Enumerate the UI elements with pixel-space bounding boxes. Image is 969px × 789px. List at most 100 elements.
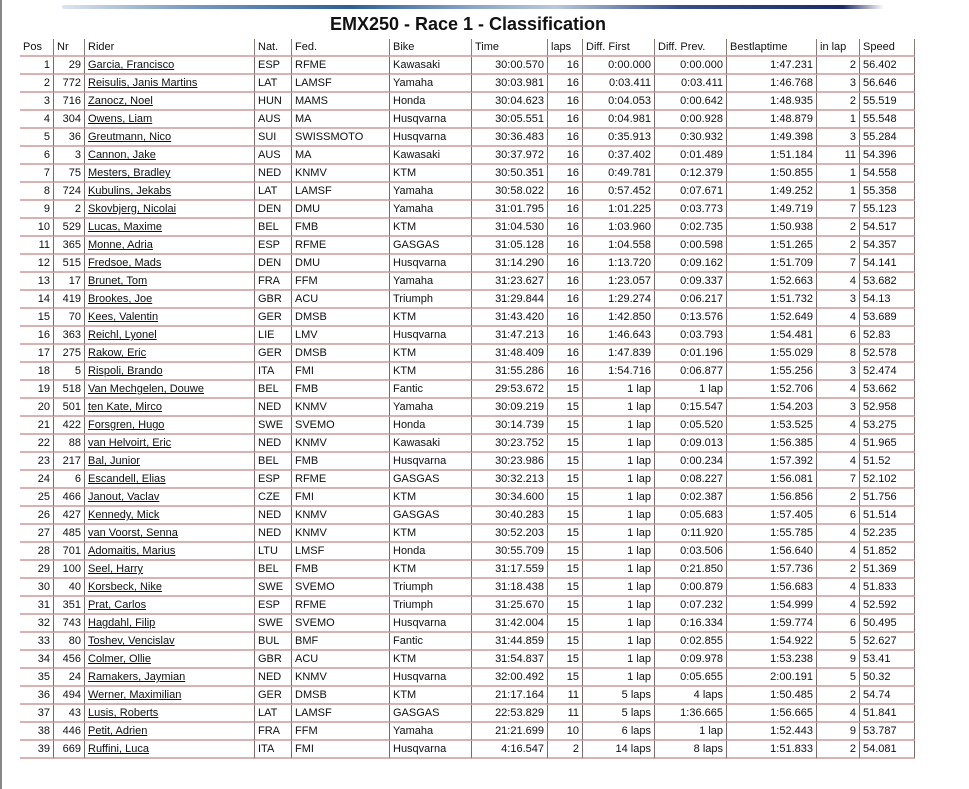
cell-diff-first: 0:04.981	[583, 111, 655, 129]
rider-link[interactable]: Reisulis, Janis Martins	[88, 77, 198, 89]
cell-bestlaptime: 1:52.706	[727, 381, 817, 399]
table-row: 9 2 Skovbjerg, Nicolai DEN DMU Yamaha 31:01.79…	[20, 201, 915, 219]
column-header-bike: Bike	[390, 39, 472, 57]
cell-time: 21:17.164	[472, 687, 548, 705]
cell-diff-prev: 0:05.683	[655, 507, 727, 525]
cell-nr: 5	[54, 363, 85, 381]
rider-link[interactable]: Bal, Junior	[88, 455, 140, 467]
rider-link[interactable]: Kees, Valentin	[88, 311, 159, 323]
rider-link[interactable]: Seel, Harry	[88, 563, 144, 575]
cell-speed: 51.369	[860, 561, 915, 579]
cell-bike: Triumph	[390, 597, 472, 615]
cell-speed: 53.787	[860, 723, 915, 741]
cell-time: 31:54.837	[472, 651, 548, 669]
table-row: 17 275 Rakow, Eric GER DMSB KTM 31:48.409 16 1:4…	[20, 345, 915, 363]
cell-pos: 1	[20, 57, 54, 75]
rider-link[interactable]: Petit, Adrien	[88, 725, 148, 737]
cell-speed: 54.558	[860, 165, 915, 183]
cell-pos: 30	[20, 579, 54, 597]
rider-link[interactable]: Monne, Adria	[88, 239, 153, 251]
cell-rider: ten Kate, Mirco	[85, 399, 255, 417]
rider-link[interactable]: Hagdahl, Filip	[88, 617, 156, 629]
rider-link[interactable]: Lucas, Maxime	[88, 221, 162, 233]
cell-nr: 669	[54, 741, 85, 759]
rider-link[interactable]: Rakow, Eric	[88, 347, 147, 359]
rider-link[interactable]: Kubulins, Jekabs	[88, 185, 172, 197]
rider-link[interactable]: van Voorst, Senna	[88, 527, 178, 539]
cell-laps: 15	[548, 543, 583, 561]
cell-rider: Kees, Valentin	[85, 309, 255, 327]
rider-link[interactable]: Ruffini, Luca	[88, 743, 149, 755]
cell-nat: SWE	[255, 579, 292, 597]
table-row: 22 88 van Helvoirt, Eric NED KNMV Kawasaki 30:…	[20, 435, 915, 453]
rider-link[interactable]: Toshev, Vencislav	[88, 635, 175, 647]
cell-speed: 56.646	[860, 75, 915, 93]
rider-link[interactable]: Forsgren, Hugo	[88, 419, 165, 431]
cell-pos: 22	[20, 435, 54, 453]
rider-link[interactable]: Brunet, Tom	[88, 275, 148, 287]
rider-link[interactable]: Prat, Carlos	[88, 599, 147, 611]
table-row: 8 724 Kubulins, Jekabs LAT LAMSF Yamaha 30:58.…	[20, 183, 915, 201]
cell-diff-first: 5 laps	[583, 705, 655, 723]
cell-bike: Husqvarna	[390, 129, 472, 147]
rider-link[interactable]: Werner, Maximilian	[88, 689, 182, 701]
cell-pos: 15	[20, 309, 54, 327]
rider-link[interactable]: Garcia, Francisco	[88, 59, 175, 71]
rider-link[interactable]: Skovbjerg, Nicolai	[88, 203, 177, 215]
table-row: 18 5 Rispoli, Brando ITA FMI KTM 31:55.286 16 1:…	[20, 363, 915, 381]
cell-diff-prev: 0:01.489	[655, 147, 727, 165]
cell-pos: 21	[20, 417, 54, 435]
rider-link[interactable]: Owens, Liam	[88, 113, 153, 125]
table-row: 5 36 Greutmann, Nico SUI SWISSMOTO Husqvarna 3…	[20, 129, 915, 147]
cell-diff-prev: 0:15.547	[655, 399, 727, 417]
cell-rider: Rispoli, Brando	[85, 363, 255, 381]
cell-nat: LAT	[255, 75, 292, 93]
rider-link[interactable]: Reichl, Lyonel	[88, 329, 157, 341]
cell-in-lap: 2	[817, 93, 860, 111]
cell-nr: 485	[54, 525, 85, 543]
cell-fed: FMB	[292, 561, 390, 579]
cell-bike: Kawasaki	[390, 435, 472, 453]
rider-link[interactable]: Brookes, Joe	[88, 293, 153, 305]
rider-link[interactable]: Escandell, Elias	[88, 473, 166, 485]
column-header-nr: Nr	[54, 39, 85, 57]
cell-bestlaptime: 1:57.392	[727, 453, 817, 471]
cell-nat: NED	[255, 165, 292, 183]
table-row: 34 456 Colmer, Ollie GBR ACU KTM 31:54.837 15 1 …	[20, 651, 915, 669]
rider-link[interactable]: Lusis, Roberts	[88, 707, 159, 719]
rider-link[interactable]: ten Kate, Mirco	[88, 401, 162, 413]
rider-link[interactable]: Fredsoe, Mads	[88, 257, 162, 269]
rider-link[interactable]: Cannon, Jake	[88, 149, 156, 161]
rider-link[interactable]: Colmer, Ollie	[88, 653, 151, 665]
rider-link[interactable]: Greutmann, Nico	[88, 131, 172, 143]
cell-diff-first: 1:13.720	[583, 255, 655, 273]
cell-diff-first: 1:47.839	[583, 345, 655, 363]
cell-fed: KNMV	[292, 435, 390, 453]
cell-pos: 8	[20, 183, 54, 201]
rider-link[interactable]: Rispoli, Brando	[88, 365, 163, 377]
cell-in-lap: 4	[817, 435, 860, 453]
rider-link[interactable]: van Helvoirt, Eric	[88, 437, 172, 449]
cell-in-lap: 4	[817, 453, 860, 471]
rider-link[interactable]: Adomaitis, Marius	[88, 545, 176, 557]
cell-diff-prev: 0:00.234	[655, 453, 727, 471]
rider-link[interactable]: Korsbeck, Nike	[88, 581, 162, 593]
cell-speed: 53.662	[860, 381, 915, 399]
cell-nr: 6	[54, 471, 85, 489]
cell-fed: ACU	[292, 651, 390, 669]
rider-link[interactable]: Ramakers, Jaymian	[88, 671, 186, 683]
cell-bestlaptime: 1:57.405	[727, 507, 817, 525]
cell-diff-prev: 0:03.773	[655, 201, 727, 219]
rider-link[interactable]: Van Mechgelen, Douwe	[88, 383, 204, 395]
cell-in-lap: 2	[817, 237, 860, 255]
cell-speed: 53.682	[860, 273, 915, 291]
rider-link[interactable]: Mesters, Bradley	[88, 167, 171, 179]
cell-nat: DEN	[255, 201, 292, 219]
rider-link[interactable]: Kennedy, Mick	[88, 509, 160, 521]
cell-time: 31:55.286	[472, 363, 548, 381]
rider-link[interactable]: Janout, Vaclav	[88, 491, 160, 503]
cell-rider: Bal, Junior	[85, 453, 255, 471]
cell-time: 31:01.795	[472, 201, 548, 219]
cell-nat: NED	[255, 669, 292, 687]
rider-link[interactable]: Zanocz, Noel	[88, 95, 153, 107]
